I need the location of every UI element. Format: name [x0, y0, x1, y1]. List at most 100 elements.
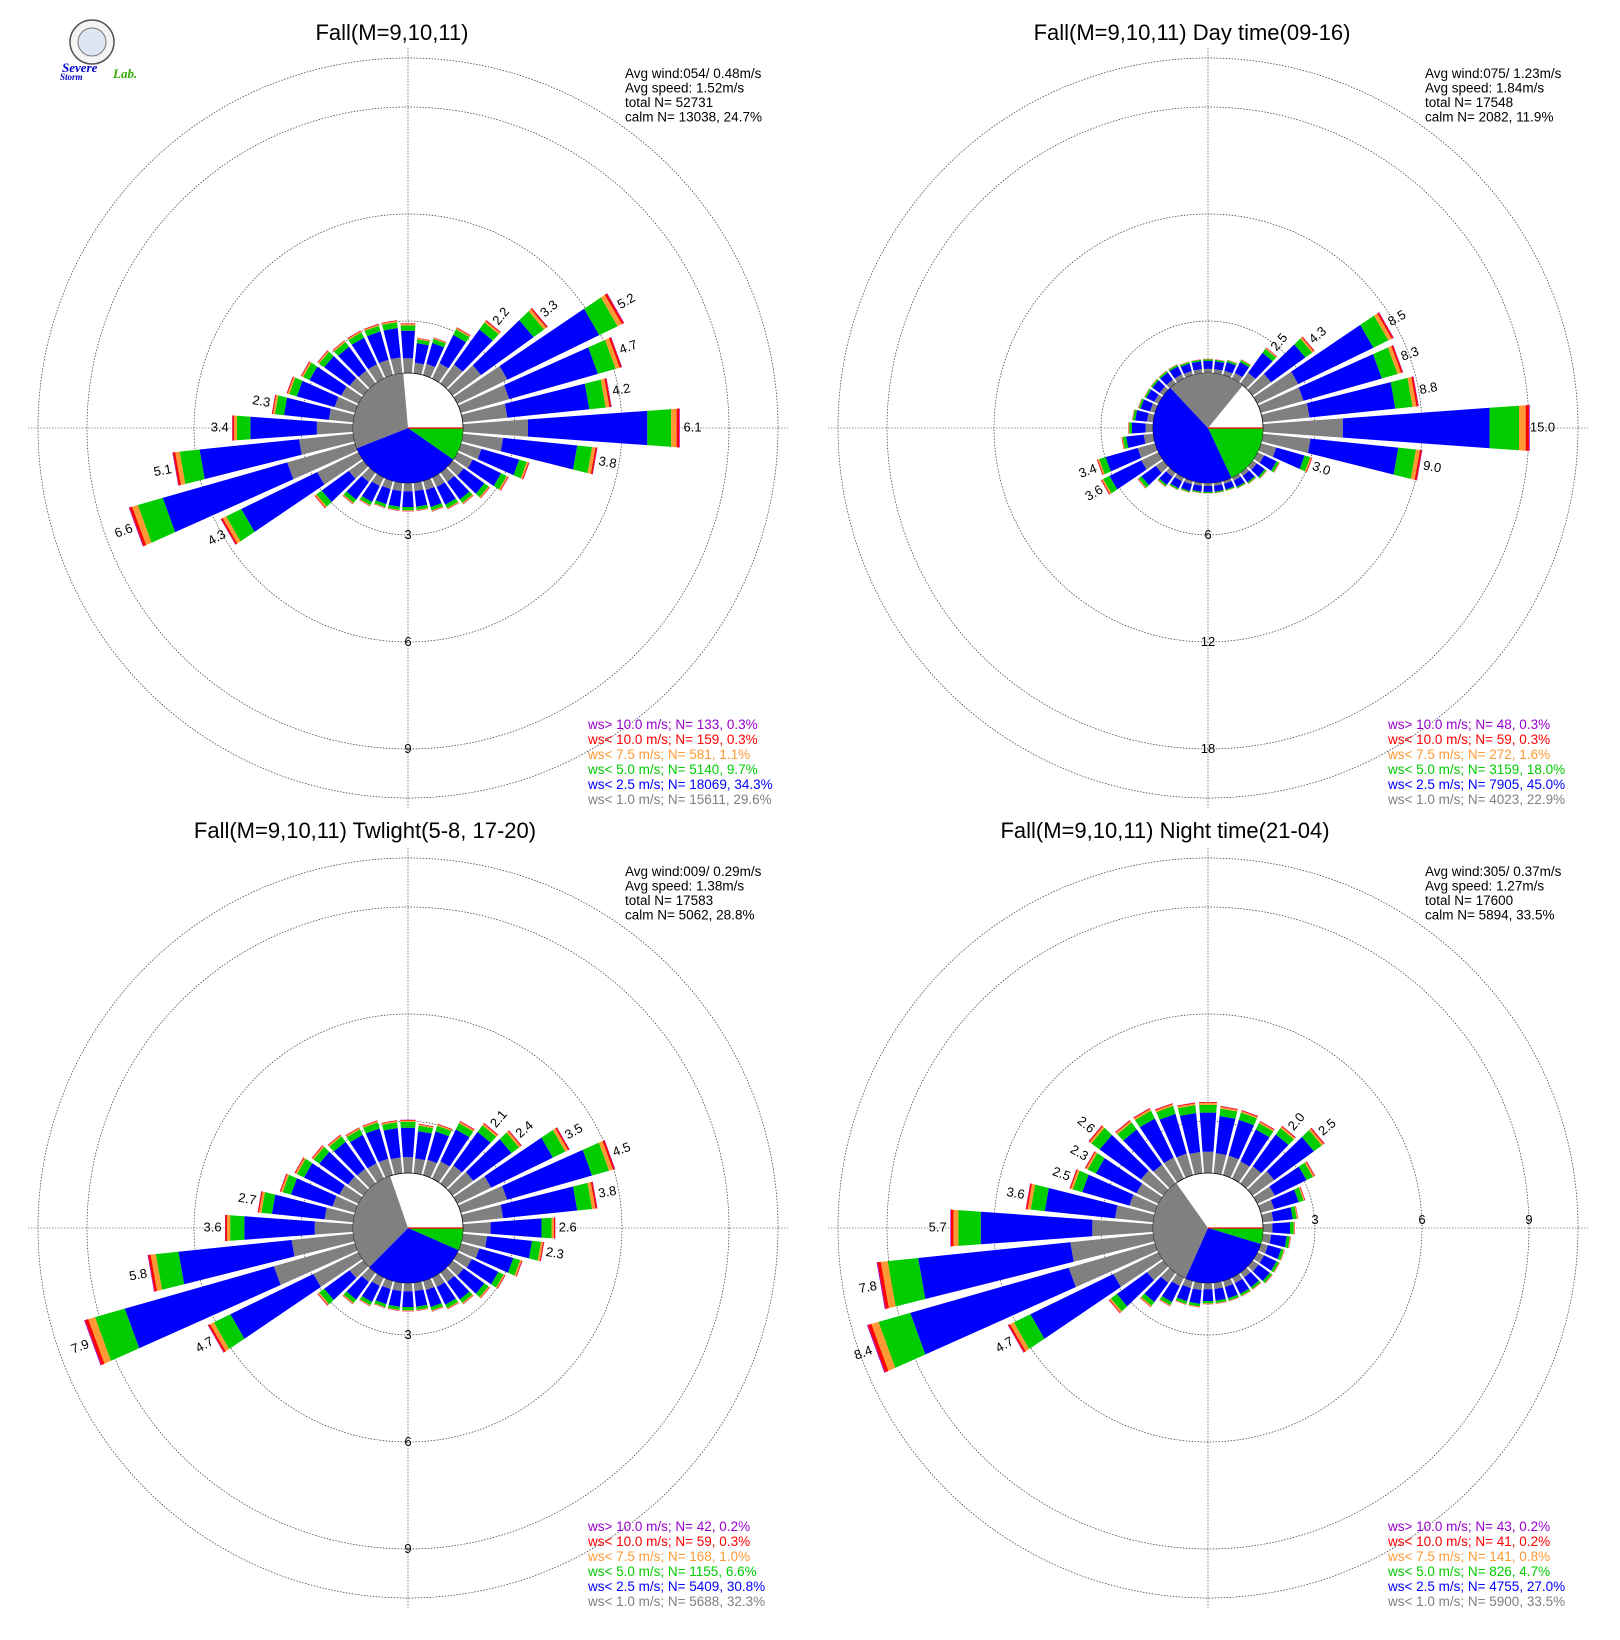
sector-bar-330-lt10 [1133, 1108, 1151, 1119]
sector-bar-110-lt5 [1299, 455, 1311, 472]
sector-bar-120-lt5 [1271, 1261, 1280, 1273]
sector-bar-170-gt10 [1214, 491, 1225, 494]
sector-bar-210-gt10 [359, 1300, 370, 1307]
sector-bar-170-lt2_5 [414, 1289, 428, 1307]
sector-bar-230-lt10 [314, 495, 326, 509]
sector-bar-130-lt5 [475, 1283, 489, 1298]
sector-bar-30-lt7_5 [1258, 1121, 1275, 1132]
grid-ring-outer [37, 57, 779, 799]
sector-bar-170-lt2_5 [1214, 1287, 1226, 1301]
sector-label: 2.5 [1267, 330, 1290, 353]
sector-bar-200-lt7_5 [1175, 1300, 1187, 1305]
sector-bar-130-lt7_5 [479, 1286, 490, 1299]
sector-bar-210-lt7_5 [359, 499, 371, 506]
sector-bar-210-lt1 [1174, 473, 1184, 482]
sector-bar-20-lt7_5 [437, 1124, 452, 1131]
sector-bar-250-lt5 [878, 1312, 926, 1368]
sector-bar-100-lt10 [590, 447, 598, 475]
sector-bar-340-lt7_5 [364, 324, 379, 331]
legend-entry: ws< 10.0 m/s; N= 59, 0.3% [1387, 732, 1550, 747]
sector-bar-10-lt7_5 [417, 338, 430, 342]
sector-bar-330-lt5 [1168, 364, 1179, 372]
sector-bar-190-lt2_5 [388, 489, 402, 507]
sector-label: 2.6 [1075, 1113, 1098, 1136]
sector-bar-260-lt5 [155, 1251, 185, 1290]
sector-bar-170-gt10 [1215, 1302, 1227, 1304]
sector-bar-180-lt1 [1203, 482, 1213, 487]
sector-label: 2.5 [1315, 1115, 1338, 1138]
sector-bar-320-lt1 [357, 1168, 376, 1189]
sector-bar-270-lt10 [950, 1209, 954, 1247]
sector-label: 15.0 [1530, 419, 1555, 434]
sector-bar-250-gt10 [1096, 459, 1103, 476]
sector-bar-220-gt10 [1139, 1298, 1151, 1308]
sector-label: 3.6 [1082, 482, 1105, 504]
sector-bar-30-lt5 [453, 329, 470, 343]
sector-bar-310-lt10 [317, 350, 329, 363]
sector-bar-330-lt2_5 [349, 1134, 377, 1169]
sector-label: 3.8 [597, 453, 617, 471]
sector-bar-90-lt7_5 [671, 408, 677, 448]
sector-bar-270-lt1 [1092, 1219, 1154, 1237]
sector-bar-200-lt10 [1175, 1300, 1187, 1305]
sector-bar-20-lt10 [433, 337, 447, 343]
calm-pie-lt1 [353, 373, 408, 449]
sector-bar-210-lt2_5 [361, 481, 380, 503]
calm-pie-lt5 [408, 428, 463, 460]
sector-bar-310-lt7_5 [312, 1145, 325, 1160]
sector-bar-180-lt1 [403, 482, 413, 492]
sector-bar-10-gt10 [1220, 1105, 1238, 1110]
sector-bar-200-gt10 [373, 1304, 386, 1309]
sector-bar-60-lt10 [1305, 1161, 1316, 1177]
sector-bar-360-lt5 [1199, 1104, 1217, 1113]
sector-bar-20-lt5 [432, 338, 446, 348]
sector-bar-40-lt7_5 [482, 1123, 498, 1137]
sector-label: 5.2 [615, 290, 638, 312]
grid-ring-1 [1100, 1120, 1316, 1336]
sector-bar-280-lt7_5 [1027, 1183, 1036, 1210]
sector-bar-220-lt7_5 [1140, 1297, 1152, 1307]
sector-bar-160-lt7_5 [1228, 1296, 1240, 1302]
sector-bar-120-lt5 [1271, 461, 1280, 473]
sector-bar-70-lt2_5 [504, 347, 598, 400]
sector-bar-290-lt2_5 [1082, 1174, 1134, 1206]
sector-bar-120-lt2_5 [1259, 455, 1277, 471]
sector-bar-320-lt1 [1166, 379, 1176, 389]
sector-bar-290-gt10 [279, 1173, 287, 1192]
sector-bar-140-lt10 [462, 1295, 474, 1305]
sector-bar-280-gt10 [257, 1191, 262, 1213]
sector-bar-330-lt2_5 [1139, 1118, 1174, 1163]
grid-ring-outer [837, 57, 1579, 799]
sector-bar-70-lt7_5 [598, 1140, 613, 1171]
sector-bar-280-lt7_5 [272, 394, 279, 415]
sector-bar-20-lt1 [1223, 1155, 1239, 1178]
sector-bar-290-lt5 [1138, 398, 1144, 409]
logo-seal-inner [77, 27, 107, 57]
sector-bar-110-lt2_5 [1272, 447, 1305, 470]
sector-bar-310-lt7_5 [1150, 378, 1158, 387]
sector-bar-90-lt1 [1262, 1223, 1273, 1233]
sector-bar-30-lt7_5 [455, 327, 471, 338]
sector-bar-40-lt1 [1240, 1166, 1262, 1189]
sector-bar-350-lt2_5 [383, 1128, 401, 1160]
sector-bar-330-gt10 [347, 330, 361, 339]
sector-bar-180-lt2_5 [1203, 486, 1213, 492]
panel-title: Fall(M=9,10,11) Twlight(5-8, 17-20) [194, 818, 536, 843]
sector-bar-30-lt10 [1259, 1120, 1275, 1131]
stats-line: Avg speed: 1.38m/s [625, 879, 744, 894]
legend-entry: ws< 10.0 m/s; N= 41, 0.2% [1387, 1534, 1550, 1549]
sector-bar-20-gt10 [437, 1123, 453, 1130]
sector-bar-260-lt7_5 [175, 451, 186, 486]
sector-bar-270-lt10 [232, 415, 234, 441]
sector-bar-340-lt5 [364, 325, 381, 337]
sector-bar-50-lt7_5 [506, 1131, 521, 1148]
sector-bar-300-lt7_5 [1085, 1151, 1098, 1170]
sector-bar-330-lt7_5 [345, 1127, 361, 1138]
sector-bar-210-lt7_5 [1159, 1299, 1171, 1306]
sector-bar-210-lt5 [1159, 1296, 1173, 1306]
sector-bar-290-lt5 [1072, 1170, 1089, 1193]
sector-bar-350-lt5 [1191, 359, 1202, 363]
sector-bar-210-lt5 [359, 496, 373, 506]
sector-bar-320-lt7_5 [328, 1135, 342, 1147]
sector-bar-350-lt7_5 [381, 1120, 398, 1125]
